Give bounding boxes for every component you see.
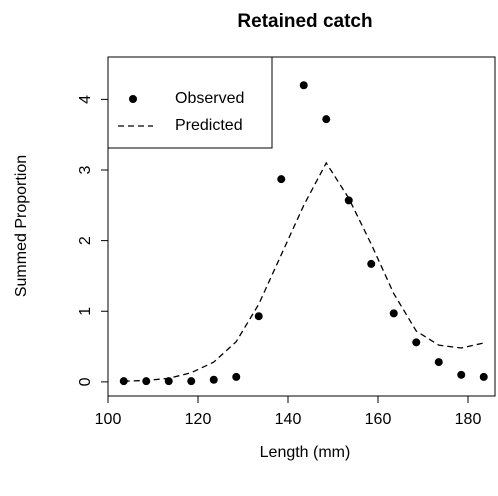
data-point	[187, 377, 196, 386]
y-tick-label: 0	[77, 377, 94, 386]
x-tick-label: 120	[185, 411, 212, 428]
x-tick-label: 180	[455, 411, 482, 428]
data-point	[412, 338, 421, 347]
data-point	[254, 312, 263, 321]
data-point	[299, 81, 308, 90]
data-point	[434, 358, 443, 367]
data-line	[123, 161, 484, 382]
data-point	[322, 115, 331, 124]
legend-symbol	[129, 95, 137, 103]
y-tick-label: 2	[77, 236, 94, 245]
legend-label: Observed	[175, 90, 244, 107]
y-tick-label: 1	[77, 307, 94, 316]
chart-title: Retained catch	[237, 11, 372, 32]
legend-label: Predicted	[175, 117, 243, 134]
y-tick-label: 4	[77, 95, 94, 104]
x-tick-label: 100	[95, 411, 122, 428]
x-tick-label: 140	[275, 411, 302, 428]
data-point	[457, 370, 466, 379]
data-point	[479, 372, 488, 381]
y-tick-label: 3	[77, 165, 94, 174]
data-point	[389, 309, 398, 318]
x-tick-label: 160	[365, 411, 392, 428]
legend-box	[107, 56, 273, 149]
data-point	[232, 372, 241, 381]
y-axis-label: Summed Proportion	[13, 155, 30, 297]
x-axis-label: Length (mm)	[260, 444, 351, 461]
data-point	[209, 375, 218, 384]
data-point	[277, 175, 286, 184]
data-point	[142, 377, 151, 386]
data-point	[367, 259, 376, 268]
